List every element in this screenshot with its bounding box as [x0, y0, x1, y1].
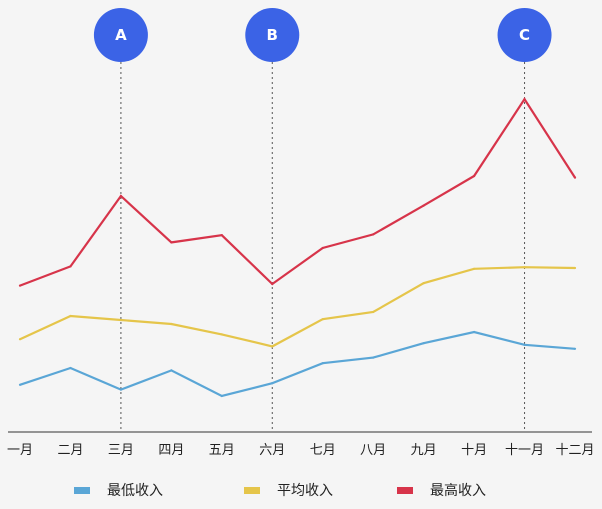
marker-label-b: B: [267, 26, 278, 44]
data-point-s2-5: [271, 282, 274, 286]
data-point-s2-10: [523, 98, 526, 101]
legend-label-2: 最高收入: [430, 482, 486, 499]
reference-markers: A B C: [93, 8, 552, 432]
legend-swatch-2: [397, 487, 413, 494]
x-tick-label: 十一月: [505, 443, 544, 458]
data-point-s2-11: [573, 176, 577, 179]
x-tick-label: 十二月: [555, 443, 594, 458]
data-point-s2-2: [119, 194, 123, 198]
data-point-s0-5: [271, 382, 274, 385]
legend-label-1: 平均收入: [277, 483, 333, 499]
series-line-2: [19, 97, 576, 287]
data-point-s0-2: [119, 388, 123, 391]
marker-circle-b: [245, 8, 300, 62]
data-point-s0-7: [372, 356, 375, 359]
marker-circle-c: [497, 8, 552, 62]
legend-swatch-1: [244, 487, 260, 494]
marker-circle-a: [93, 8, 148, 62]
data-point-s1-5: [271, 345, 274, 348]
data-point-s0-10: [523, 343, 526, 346]
data-point-s1-3: [170, 322, 173, 326]
data-point-s1-8: [422, 282, 425, 285]
legend-label-0: 最低收入: [107, 483, 163, 499]
data-point-s0-8: [422, 342, 425, 345]
data-point-s0-6: [321, 362, 324, 365]
x-tick-label: 五月: [209, 443, 235, 458]
data-point-s2-6: [321, 246, 324, 250]
data-point-s1-7: [372, 310, 375, 314]
x-tick-label: 十月: [461, 443, 487, 458]
data-point-s1-4: [220, 333, 223, 336]
data-point-s2-1: [69, 265, 72, 268]
x-tick-label: 八月: [360, 443, 386, 458]
series-line-1: [19, 266, 576, 348]
series-lines: [18, 97, 577, 398]
data-point-s1-0: [18, 338, 22, 341]
data-point-s1-10: [523, 266, 526, 269]
marker-label-c: C: [519, 26, 530, 44]
x-tick-label: 一月: [7, 443, 33, 458]
x-tick-label: 四月: [158, 443, 184, 458]
data-point-s1-11: [573, 266, 577, 270]
series-line-0: [19, 330, 576, 398]
data-point-s0-3: [170, 369, 173, 372]
data-point-s1-2: [119, 318, 123, 322]
data-point-s2-4: [220, 234, 223, 237]
x-tick-label: 七月: [310, 443, 336, 458]
marker-label-a: A: [115, 26, 127, 44]
x-axis-ticks: 一月 二月 三月 四月 五月 六月 七月 八月 九月 十月 十一月 十二月: [7, 443, 595, 458]
legend: 最低收入 平均收入 最高收入: [74, 482, 486, 499]
legend-swatch-0: [74, 487, 90, 494]
data-point-s0-11: [573, 347, 577, 350]
data-point-s2-7: [372, 233, 375, 236]
data-point-s0-1: [69, 366, 72, 370]
data-point-s1-9: [472, 267, 476, 270]
data-point-s1-6: [321, 318, 324, 321]
x-tick-label: 三月: [108, 443, 134, 458]
data-point-s2-0: [18, 284, 22, 287]
x-tick-label: 二月: [57, 443, 83, 458]
data-point-s2-3: [170, 241, 173, 244]
data-point-s0-9: [472, 330, 476, 334]
x-tick-label: 九月: [411, 443, 437, 458]
data-point-s2-9: [472, 174, 476, 178]
data-point-s2-8: [422, 204, 425, 207]
data-point-s0-0: [18, 383, 22, 386]
data-point-s1-1: [69, 314, 72, 318]
x-tick-label: 六月: [259, 443, 285, 458]
data-point-s0-4: [220, 394, 223, 398]
